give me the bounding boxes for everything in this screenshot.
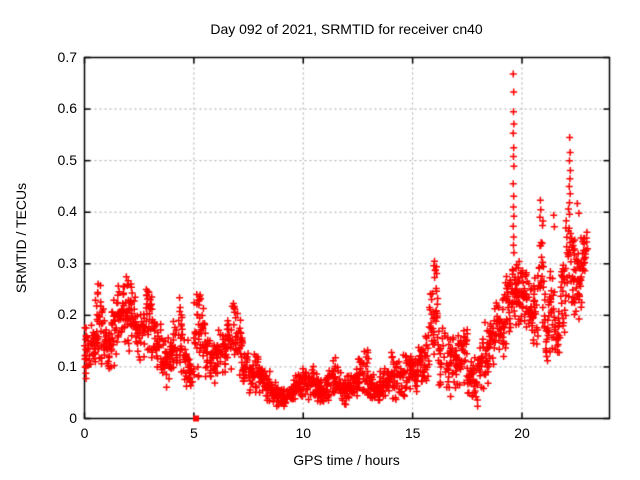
- y-axis-label: SRMTID / TECUs: [13, 182, 29, 294]
- y-tick-label: 0.7: [57, 48, 77, 65]
- y-tick-label: 0: [69, 409, 77, 426]
- y-tick-label: 0.6: [57, 100, 77, 117]
- x-tick-label: 0: [80, 425, 89, 441]
- y-tick-label: 0.2: [57, 306, 77, 323]
- y-tick-label: 0.4: [57, 203, 77, 220]
- x-tick-label: 15: [404, 425, 421, 441]
- chart-title: Day 092 of 2021, SRMTID for receiver cn4…: [210, 21, 483, 37]
- x-axis-label: GPS time / hours: [293, 452, 400, 468]
- x-tick-label: 5: [189, 425, 198, 441]
- x-tick-label: 10: [295, 425, 312, 441]
- y-tick-label: 0.3: [57, 254, 77, 271]
- x-tick-label: 20: [514, 425, 530, 441]
- y-tick-label: 0.1: [57, 357, 77, 374]
- y-tick-label: 0.5: [57, 151, 77, 168]
